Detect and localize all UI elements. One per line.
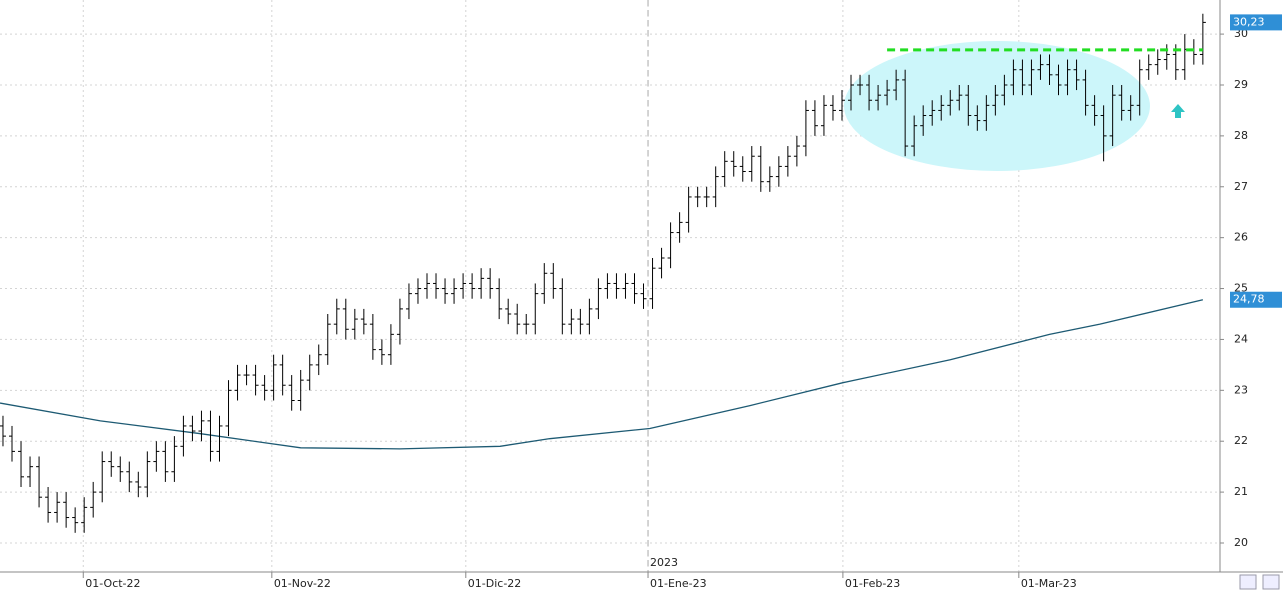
y-tick-label: 23	[1234, 383, 1248, 396]
y-tick-label: 22	[1234, 434, 1248, 447]
save-button[interactable]	[1262, 574, 1280, 590]
y-tick-label: 24	[1234, 332, 1248, 345]
x-tick-label: 01-Feb-23	[845, 577, 900, 590]
ma-last-box	[1230, 291, 1282, 308]
x-tick-label: 01-Nov-22	[274, 577, 331, 590]
x-tick-label: 01-Ene-23	[650, 577, 707, 590]
moving-average	[0, 299, 1204, 450]
x-tick-label: 01-Oct-22	[85, 577, 140, 590]
zoom-button[interactable]	[1239, 574, 1257, 590]
last-price-label: 30,23	[1233, 15, 1265, 28]
y-tick-label: 25	[1234, 282, 1248, 295]
y-tick-label: 27	[1234, 180, 1248, 193]
highlight-ellipse	[844, 41, 1150, 171]
y-tick-label: 29	[1234, 78, 1248, 91]
ma-last-label: 24,78	[1233, 293, 1265, 306]
x-tick-label: 01-Dic-22	[468, 577, 522, 590]
y-tick-label: 28	[1234, 129, 1248, 142]
last-price-box	[1230, 14, 1282, 31]
x-tick-label: 01-Mar-23	[1021, 577, 1077, 590]
y-tick-label: 26	[1234, 231, 1248, 244]
y-tick-label: 21	[1234, 485, 1248, 498]
y-tick-label: 20	[1234, 536, 1248, 549]
year-label: 2023	[650, 556, 678, 569]
up-arrow	[1171, 104, 1185, 118]
